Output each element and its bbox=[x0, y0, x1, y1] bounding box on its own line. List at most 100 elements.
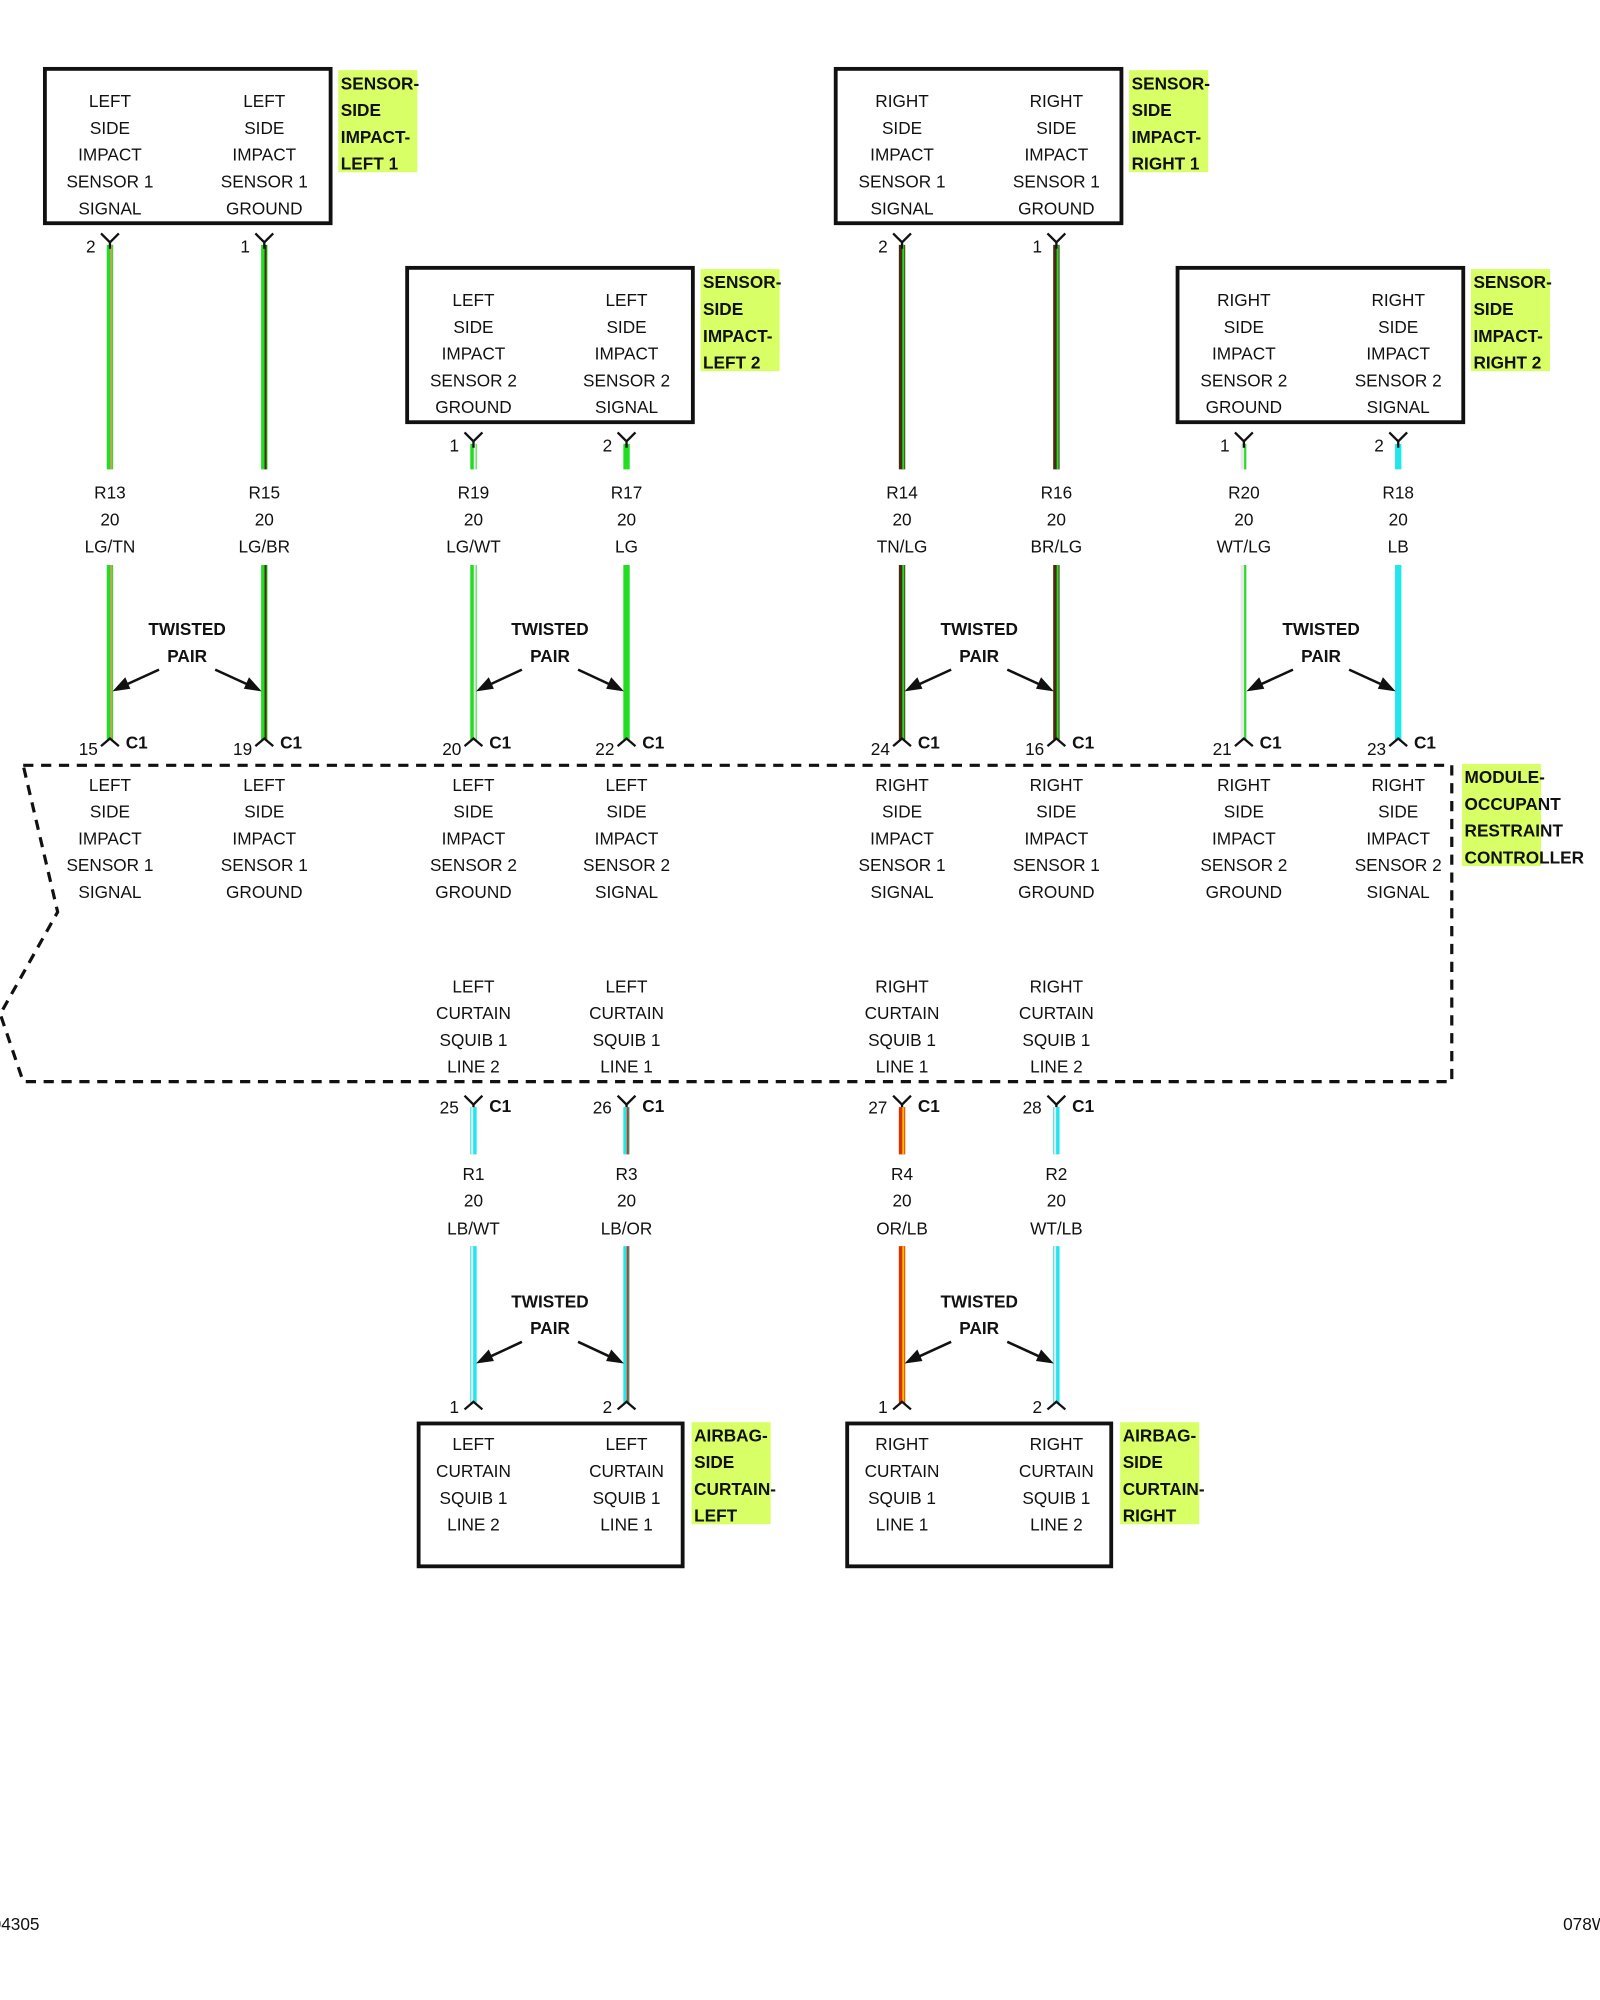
twisted-pair-label: PAIR bbox=[167, 646, 207, 666]
wire-gauge: 20 bbox=[464, 510, 483, 530]
connector-caret-icon bbox=[100, 737, 120, 748]
wire-color-code: WT/LG bbox=[1217, 536, 1271, 556]
pin-function-text: SQUIB 1 bbox=[868, 1488, 936, 1508]
circuit-id: R2 bbox=[1045, 1164, 1067, 1184]
module-pin-function-text: CURTAIN bbox=[436, 1003, 511, 1023]
wire-gauge: 20 bbox=[255, 510, 274, 530]
module-boundary bbox=[0, 763, 1454, 1084]
pin-number: 1 bbox=[240, 237, 250, 257]
module-pin-function-text: IMPACT bbox=[442, 828, 506, 848]
component-name-label: SENSOR- bbox=[1473, 272, 1552, 292]
sensor-box bbox=[1175, 265, 1466, 425]
twisted-pair-arrow bbox=[577, 668, 615, 688]
pin-function-text: CURTAIN bbox=[865, 1461, 940, 1481]
module-pin-function-text: GROUND bbox=[1206, 882, 1282, 902]
pin-function-text: IMPACT bbox=[232, 145, 296, 165]
module-pin-function-text: GROUND bbox=[435, 882, 511, 902]
module-pin-number: 28 bbox=[1023, 1098, 1042, 1118]
twisted-pair-arrowhead bbox=[112, 677, 131, 692]
pin-function-text: SENSOR 2 bbox=[1355, 370, 1442, 390]
sensor-box bbox=[42, 66, 333, 226]
sensor-box bbox=[833, 66, 1124, 226]
module-pin-number: 19 bbox=[233, 739, 252, 759]
module-pin-function-text: SENSOR 1 bbox=[859, 855, 946, 875]
twisted-pair-arrow bbox=[485, 668, 523, 688]
pin-function-text: IMPACT bbox=[1212, 344, 1276, 364]
module-pin-function-text: IMPACT bbox=[1212, 828, 1276, 848]
module-pin-function-text: LEFT bbox=[605, 775, 648, 795]
circuit-id: R15 bbox=[249, 483, 281, 503]
connector-caret-icon bbox=[616, 1400, 637, 1411]
connector-id: C1 bbox=[280, 733, 302, 753]
connector-caret-icon bbox=[463, 737, 484, 748]
pin-function-text: IMPACT bbox=[1366, 344, 1430, 364]
module-pin-number: 20 bbox=[442, 739, 461, 759]
pin-function-text: LINE 1 bbox=[876, 1515, 929, 1535]
wire-gauge: 20 bbox=[617, 510, 636, 530]
circuit-id: R19 bbox=[458, 483, 490, 503]
twisted-pair-arrow bbox=[485, 1340, 523, 1360]
component-name-label-highlight bbox=[1120, 1422, 1200, 1525]
connector-caret-icon bbox=[1046, 737, 1067, 748]
pin-function-text: SENSOR 2 bbox=[430, 370, 517, 390]
twisted-pair-arrow bbox=[1006, 1340, 1045, 1360]
pin-number: 1 bbox=[1032, 237, 1042, 257]
pin-function-text: LINE 2 bbox=[447, 1515, 500, 1535]
module-pin-function-text: LEFT bbox=[243, 775, 286, 795]
wire-gauge: 20 bbox=[617, 1191, 636, 1211]
pin-function-text: LEFT bbox=[605, 290, 648, 310]
module-pin-function-text: SIGNAL bbox=[1367, 882, 1430, 902]
connector-fork-icon bbox=[892, 232, 912, 249]
module-pin-number: 21 bbox=[1213, 739, 1232, 759]
component-name-label-highlight bbox=[338, 70, 418, 173]
component-name-label: SENSOR- bbox=[1132, 73, 1211, 93]
twisted-pair-arrowhead bbox=[1035, 677, 1054, 692]
pin-function-text: GROUND bbox=[435, 397, 511, 417]
module-pin-function-text: SIDE bbox=[1224, 802, 1264, 822]
module-pin-function-text: GROUND bbox=[226, 882, 302, 902]
module-pin-function-text: SIGNAL bbox=[870, 882, 933, 902]
pin-function-text: SIGNAL bbox=[78, 198, 141, 218]
connector-caret-icon bbox=[1046, 1400, 1067, 1411]
module-pin-function-text: IMPACT bbox=[870, 828, 934, 848]
twisted-pair-arrow bbox=[214, 668, 253, 688]
twisted-pair-arrow bbox=[1348, 668, 1386, 688]
twisted-pair-arrow bbox=[577, 1340, 615, 1360]
pin-function-text: SIDE bbox=[453, 317, 493, 337]
twisted-pair-arrowhead bbox=[476, 1349, 494, 1364]
module-pin-function-text: SENSOR 1 bbox=[66, 855, 153, 875]
pin-function-text: SENSOR 1 bbox=[859, 171, 946, 191]
airbag-box bbox=[845, 1421, 1114, 1569]
twisted-pair-arrowhead bbox=[904, 1349, 923, 1364]
twisted-pair-label: TWISTED bbox=[511, 1291, 588, 1311]
twisted-pair-label: PAIR bbox=[959, 1318, 999, 1338]
component-name-label-highlight bbox=[691, 1422, 771, 1525]
pin-function-text: SIDE bbox=[1036, 118, 1076, 138]
connector-id: C1 bbox=[1072, 1096, 1094, 1116]
component-name-label: IMPACT- bbox=[1473, 326, 1543, 346]
module-pin-function-text: RIGHT bbox=[1217, 775, 1271, 795]
wire-gauge: 20 bbox=[1389, 510, 1408, 530]
airbag-box bbox=[416, 1421, 685, 1569]
pin-number: 1 bbox=[450, 436, 460, 456]
circuit-id: R13 bbox=[94, 483, 126, 503]
module-pin-function-text: SQUIB 1 bbox=[868, 1030, 936, 1050]
module-name-label: MODULE- bbox=[1465, 767, 1546, 787]
module-pin-function-text: SQUIB 1 bbox=[593, 1030, 661, 1050]
circuit-id: R14 bbox=[886, 483, 918, 503]
component-name-label: AIRBAG- bbox=[1123, 1425, 1197, 1445]
pin-function-text: IMPACT bbox=[78, 145, 142, 165]
connector-fork-icon bbox=[463, 431, 484, 448]
connector-id: C1 bbox=[1414, 733, 1436, 753]
circuit-id: R1 bbox=[462, 1164, 484, 1184]
pin-function-text: GROUND bbox=[226, 198, 302, 218]
component-name-label: CURTAIN- bbox=[694, 1479, 776, 1499]
component-name-label: CURTAIN- bbox=[1123, 1479, 1205, 1499]
twisted-pair-label: TWISTED bbox=[511, 619, 588, 639]
component-name-label: SIDE bbox=[703, 299, 743, 319]
component-name-label: AIRBAG- bbox=[694, 1425, 768, 1445]
twisted-pair-arrow bbox=[914, 668, 952, 688]
component-name-label: IMPACT- bbox=[341, 127, 411, 147]
module-pin-function-text: SENSOR 1 bbox=[221, 855, 308, 875]
component-name-label: IMPACT- bbox=[1132, 127, 1202, 147]
